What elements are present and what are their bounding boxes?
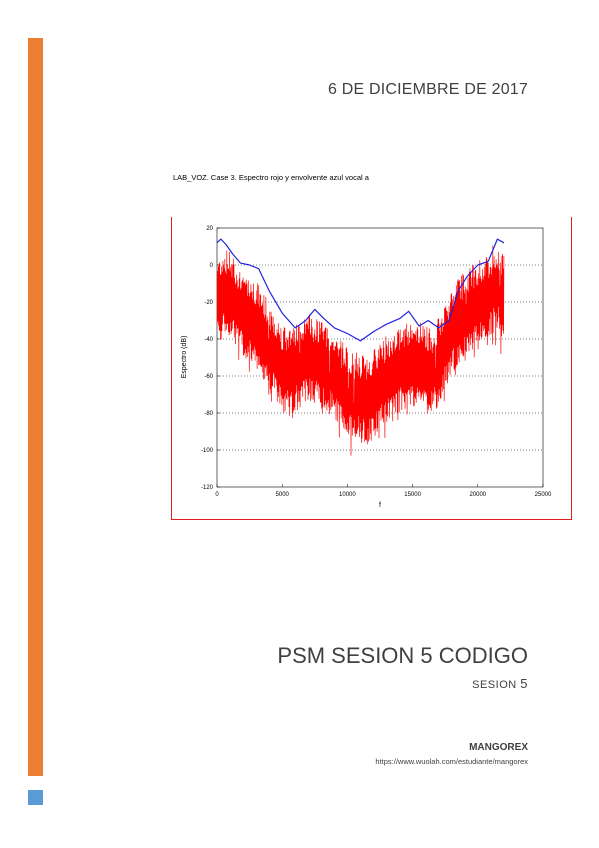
document-date: 6 DE DICIEMBRE DE 2017 [327,81,528,98]
spectrum-series-line [217,245,505,456]
y-tick-label: -40 [204,337,213,343]
author-name: MANGOREX [469,742,528,753]
x-tick-label: 15000 [404,492,421,498]
author-url: https://www.wuolah.com/estudiante/mangor… [375,757,528,766]
series-layer [217,238,505,456]
y-tick-label: 20 [206,226,213,232]
accent-square [28,790,43,805]
spectrum-chart: 20 0 -20 -40 -60 -80 -100 -120 0 5000 10000 15000 2… [181,226,552,509]
y-tick-label: -80 [204,411,213,417]
x-axis-ticks: 0 5000 10000 15000 20000 25000 [215,484,552,498]
y-tick-label: -120 [201,485,214,491]
figure-caption: LAB_VOZ. Case 3. Espectro rojo y envolve… [173,173,369,182]
x-axis-label: f [379,502,381,509]
page-subtitle: SESION 5 [472,676,528,691]
x-tick-label: 0 [215,492,219,498]
figure-frame: 20 0 -20 -40 -60 -80 -100 -120 0 5000 10000 15000 2… [171,217,572,520]
subtitle-word: SESION [472,679,517,691]
y-tick-label: -100 [201,448,214,454]
x-tick-label: 25000 [535,492,552,498]
subtitle-number: 5 [520,676,528,691]
y-tick-label: -60 [204,374,213,380]
x-tick-label: 5000 [276,492,290,498]
x-tick-label: 10000 [339,492,356,498]
page-title: PSM SESION 5 CODIGO [277,643,528,668]
y-tick-label: -20 [204,300,213,306]
y-tick-label: 0 [210,263,214,269]
accent-side-bar [28,38,43,776]
envelope-series-line [217,238,505,342]
y-axis-label: Espectro (dB) [181,336,188,379]
x-tick-label: 20000 [469,492,486,498]
